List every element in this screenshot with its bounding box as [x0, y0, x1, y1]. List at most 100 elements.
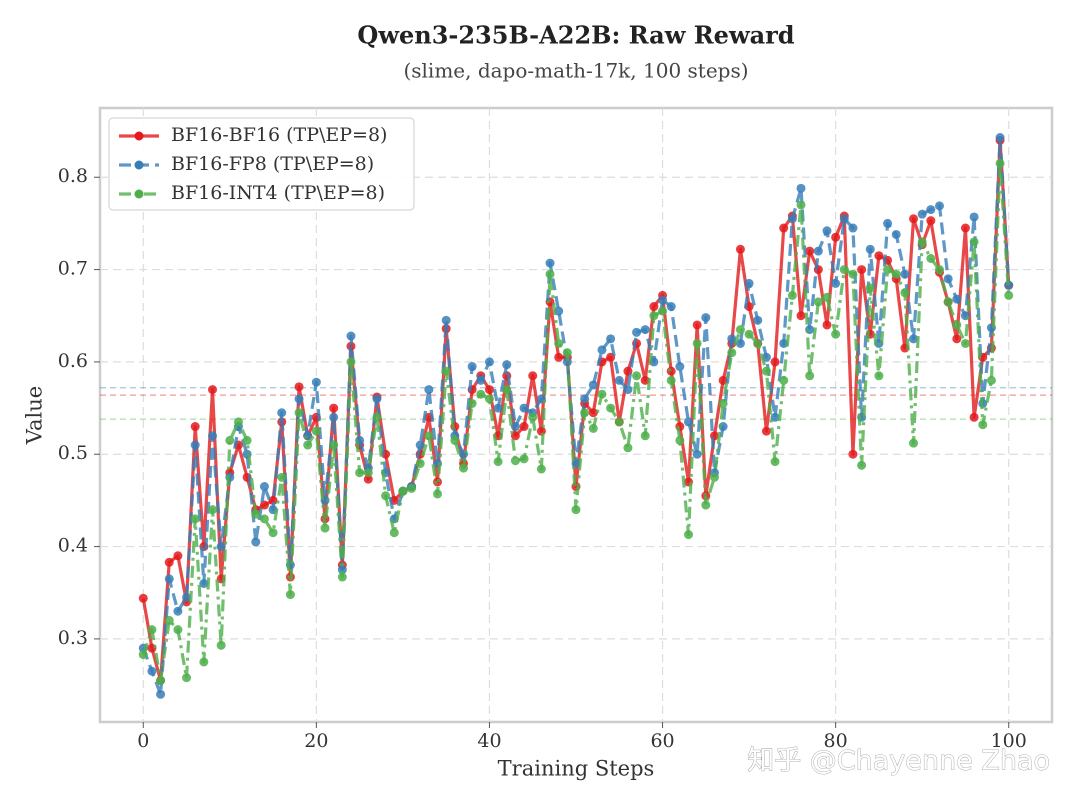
point — [649, 311, 659, 321]
legend-label: BF16-FP8 (TP\EP=8) — [171, 153, 374, 175]
point — [909, 334, 919, 344]
point — [770, 457, 780, 467]
point — [502, 360, 512, 370]
point — [986, 375, 996, 385]
point — [640, 431, 650, 441]
point — [493, 457, 503, 467]
point — [623, 443, 633, 453]
point — [476, 389, 486, 399]
point — [424, 385, 434, 395]
chart-subtitle: (slime, dapo-math-17k, 100 steps) — [403, 59, 748, 83]
point — [458, 463, 468, 473]
point — [311, 426, 321, 436]
point — [597, 345, 607, 355]
point — [796, 311, 806, 321]
point — [692, 320, 702, 330]
point — [701, 313, 711, 323]
point — [277, 472, 287, 482]
y-tick-label: 0.8 — [58, 165, 88, 187]
point — [805, 371, 815, 381]
point — [259, 500, 269, 510]
point — [934, 265, 944, 275]
point — [441, 366, 451, 376]
point — [294, 408, 304, 418]
point — [190, 440, 200, 450]
point — [597, 389, 607, 399]
point — [900, 269, 910, 279]
point — [606, 403, 616, 413]
point — [606, 334, 616, 344]
point — [692, 449, 702, 459]
point — [294, 382, 304, 392]
point — [978, 420, 988, 430]
point — [216, 640, 226, 650]
point — [848, 269, 858, 279]
point — [744, 329, 754, 339]
point — [233, 417, 243, 427]
point — [467, 398, 477, 408]
point — [709, 472, 719, 482]
point — [268, 528, 278, 538]
point — [779, 375, 789, 385]
point — [883, 218, 893, 228]
point — [822, 226, 832, 236]
point — [433, 489, 443, 499]
chart-title: Qwen3-235B-A22B: Raw Reward — [357, 21, 794, 50]
point — [666, 302, 676, 312]
point — [874, 371, 884, 381]
point — [735, 325, 745, 335]
point — [891, 229, 901, 239]
x-axis-label: Training Steps — [498, 757, 655, 781]
point — [173, 625, 183, 635]
point — [614, 417, 624, 427]
point — [718, 398, 728, 408]
point — [926, 253, 936, 263]
point — [891, 269, 901, 279]
point — [735, 244, 745, 254]
point — [182, 673, 192, 683]
point — [960, 338, 970, 348]
point — [865, 244, 875, 254]
point — [813, 246, 823, 256]
point — [415, 458, 425, 468]
point — [926, 216, 936, 226]
point — [995, 158, 1005, 168]
y-tick-label: 0.5 — [58, 442, 88, 464]
point — [502, 385, 512, 395]
point — [848, 223, 858, 233]
point — [848, 449, 858, 459]
point — [329, 412, 339, 422]
point — [415, 440, 425, 450]
point — [658, 306, 668, 316]
point — [216, 542, 226, 552]
point — [173, 606, 183, 616]
point — [831, 278, 841, 288]
point — [554, 338, 564, 348]
point — [320, 523, 330, 533]
point — [156, 689, 166, 699]
point — [251, 537, 261, 547]
point — [588, 423, 598, 433]
point — [874, 251, 884, 261]
point — [857, 460, 867, 470]
point — [787, 214, 797, 224]
point — [164, 557, 174, 567]
point — [329, 403, 339, 413]
point — [242, 435, 252, 445]
x-tick-label: 60 — [650, 730, 674, 752]
point — [199, 657, 209, 667]
point — [363, 468, 373, 478]
point — [831, 329, 841, 339]
point — [969, 412, 979, 422]
point — [995, 133, 1005, 143]
point — [943, 274, 953, 284]
point — [259, 514, 269, 524]
point — [952, 294, 962, 304]
point — [147, 666, 157, 676]
point — [259, 482, 269, 492]
point — [484, 394, 494, 404]
point — [208, 385, 218, 395]
point — [952, 334, 962, 344]
point — [294, 394, 304, 404]
point — [883, 265, 893, 275]
